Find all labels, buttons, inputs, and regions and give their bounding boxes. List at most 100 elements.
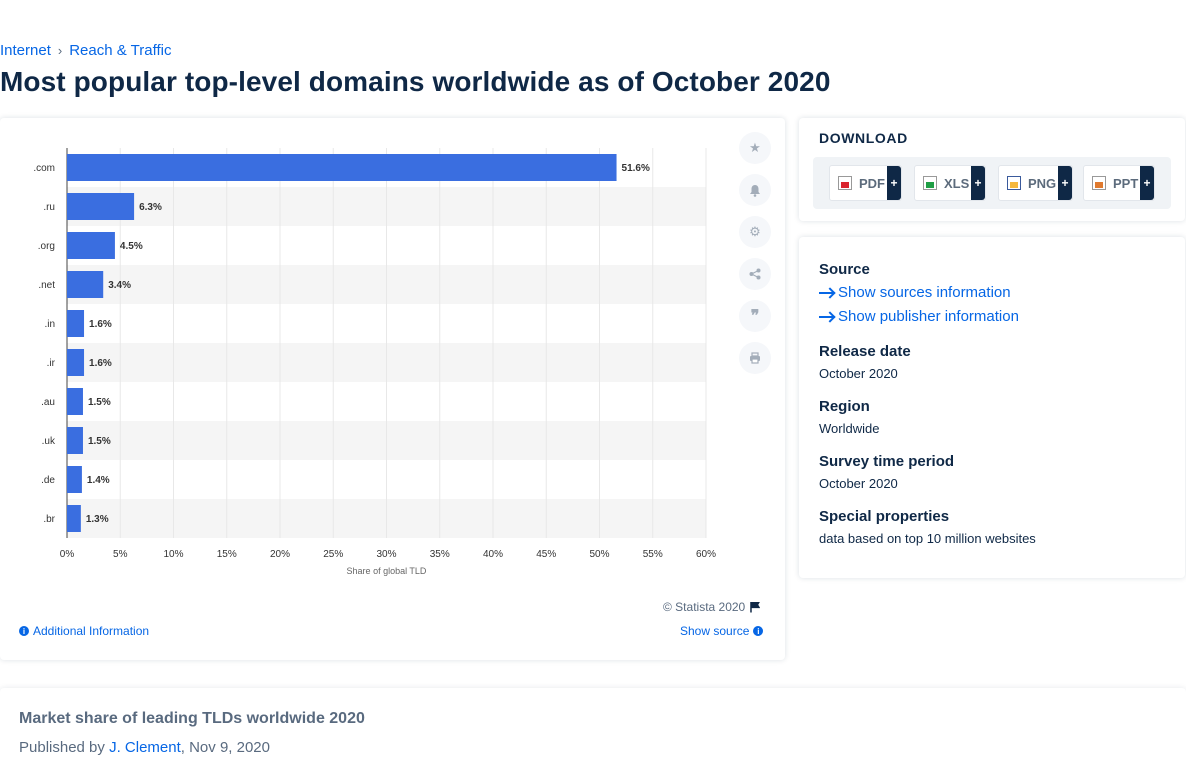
x-axis-title: Share of global TLD <box>347 566 427 576</box>
category-label: .in <box>44 319 55 330</box>
survey-period-value: October 2020 <box>819 476 898 491</box>
show-source-link[interactable]: Show source i <box>680 624 764 638</box>
bar <box>67 154 617 181</box>
chart-toolbar: ★ ⚙ ❞ <box>739 132 771 384</box>
category-label: .uk <box>42 436 56 447</box>
x-tick-label: 35% <box>430 549 450 560</box>
x-tick-label: 0% <box>60 549 75 560</box>
show-publisher-link[interactable]: Show publisher information <box>819 308 1019 325</box>
xls-file-icon <box>923 176 937 190</box>
survey-period-label: Survey time period <box>819 453 955 470</box>
value-label: 1.6% <box>89 319 112 330</box>
additional-information-link[interactable]: i Additional Information <box>19 624 149 638</box>
bar <box>67 310 85 337</box>
download-png-label: PNG <box>1028 175 1057 191</box>
value-label: 4.5% <box>120 241 143 252</box>
value-label: 1.5% <box>88 436 111 447</box>
value-label: 1.5% <box>88 397 111 408</box>
bar <box>67 271 104 298</box>
bell-icon[interactable] <box>739 174 771 206</box>
category-label: .com <box>33 163 55 174</box>
breadcrumb-separator: › <box>57 43 63 58</box>
show-source-label: Show source <box>680 624 750 638</box>
breadcrumb: Internet › Reach & Traffic <box>0 42 172 59</box>
download-ppt-label: PPT <box>1113 175 1139 191</box>
value-label: 1.3% <box>86 514 109 525</box>
png-file-icon <box>1007 176 1021 190</box>
info-icon: i <box>753 626 764 636</box>
x-tick-label: 55% <box>643 549 663 560</box>
additional-information-label: Additional Information <box>33 624 150 638</box>
plus-icon[interactable]: + <box>1058 166 1072 200</box>
x-tick-label: 10% <box>163 549 183 560</box>
region-value: Worldwide <box>819 421 880 436</box>
download-title: DOWNLOAD <box>819 130 908 146</box>
download-xls-label: XLS <box>944 175 970 191</box>
release-date-value: October 2020 <box>819 366 898 381</box>
download-xls-button[interactable]: XLS + <box>914 165 986 201</box>
related-statistic-title[interactable]: Market share of leading TLDs worldwide 2… <box>19 710 365 727</box>
category-label: .de <box>41 475 55 486</box>
x-tick-label: 45% <box>536 549 556 560</box>
print-icon[interactable] <box>739 342 771 374</box>
star-icon[interactable]: ★ <box>739 132 771 164</box>
x-tick-label: 20% <box>270 549 290 560</box>
copyright-text: © Statista 2020 <box>663 600 746 614</box>
value-label: 3.4% <box>108 280 131 291</box>
ppt-file-icon <box>1092 176 1106 190</box>
download-pdf-label: PDF <box>859 175 885 191</box>
bar <box>67 388 83 415</box>
bar <box>67 232 115 259</box>
plus-icon[interactable]: + <box>1140 166 1154 200</box>
plus-icon[interactable]: + <box>887 166 901 200</box>
author-link[interactable]: J. Clement <box>109 739 181 756</box>
category-label: .ir <box>47 358 56 369</box>
x-tick-label: 25% <box>323 549 343 560</box>
region-label: Region <box>819 398 870 415</box>
source-label: Source <box>819 261 870 278</box>
bar <box>67 427 83 454</box>
x-tick-label: 50% <box>589 549 609 560</box>
show-sources-link[interactable]: Show sources information <box>819 284 1011 301</box>
gear-icon[interactable]: ⚙ <box>739 216 771 248</box>
category-label: .br <box>43 514 55 525</box>
value-label: 1.6% <box>89 358 112 369</box>
category-label: .au <box>41 397 55 408</box>
x-tick-label: 40% <box>483 549 503 560</box>
chart-copyright: © Statista 2020 <box>663 600 761 614</box>
show-sources-label: Show sources information <box>838 284 1011 301</box>
x-tick-label: 30% <box>376 549 396 560</box>
breadcrumb-reach-traffic[interactable]: Reach & Traffic <box>69 42 172 59</box>
download-png-button[interactable]: PNG + <box>998 165 1073 201</box>
share-icon[interactable] <box>739 258 771 290</box>
category-label: .org <box>38 241 55 252</box>
bar <box>67 505 81 532</box>
statistic-info-card <box>799 237 1185 578</box>
breadcrumb-internet[interactable]: Internet <box>0 42 51 59</box>
x-tick-label: 5% <box>113 549 128 560</box>
special-properties-label: Special properties <box>819 508 950 525</box>
x-tick-label: 15% <box>217 549 237 560</box>
x-tick-label: 60% <box>696 549 716 560</box>
bar-chart: .com 51.6% .ru 6.3% .org 4.5% .net 3.4% .in 1.6%.… <box>33 148 716 576</box>
flag-icon[interactable] <box>750 601 761 613</box>
page-title: Most popular top-level domains worldwide… <box>0 66 831 97</box>
download-ppt-button[interactable]: PPT + <box>1083 165 1155 201</box>
plus-icon[interactable]: + <box>971 166 985 200</box>
category-label: .net <box>38 280 55 291</box>
published-prefix: Published by <box>19 739 110 756</box>
quote-icon[interactable]: ❞ <box>739 300 771 332</box>
pdf-file-icon <box>838 176 852 190</box>
release-date-label: Release date <box>819 343 911 360</box>
value-label: 6.3% <box>139 202 162 213</box>
value-label: 1.4% <box>87 475 110 486</box>
download-pdf-button[interactable]: PDF + <box>829 165 902 201</box>
bar <box>67 193 135 220</box>
category-label: .ru <box>43 202 55 213</box>
info-icon: i <box>19 626 29 636</box>
arrow-right-icon <box>819 315 833 318</box>
arrow-right-icon <box>819 291 833 294</box>
special-properties-value: data based on top 10 million websites <box>819 531 1036 546</box>
published-by: Published by J. Clement, Nov 9, 2020 <box>19 739 270 756</box>
bar <box>67 349 85 376</box>
